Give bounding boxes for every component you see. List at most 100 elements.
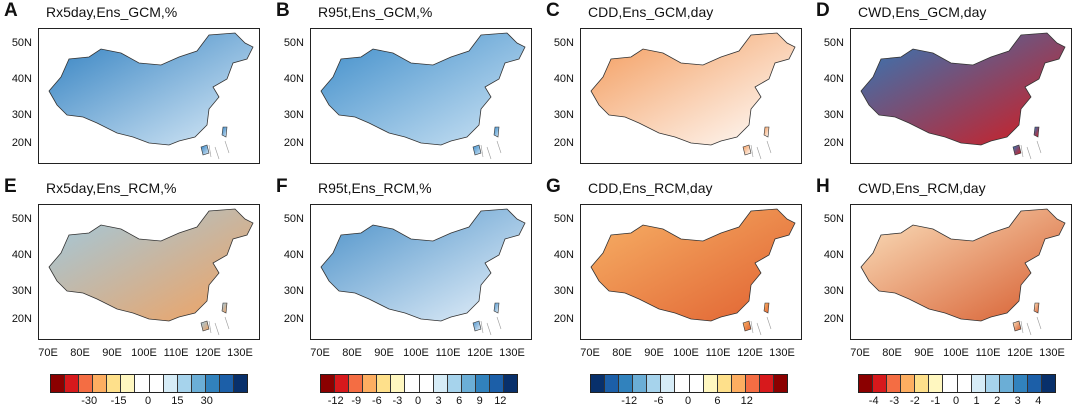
colorbar-swatch: [957, 375, 972, 392]
colorbar-swatch: [234, 375, 248, 392]
colorbar-tick-label: 15: [171, 395, 184, 407]
colorbar-cdd: [590, 374, 788, 393]
colorbar-swatch: [943, 375, 958, 392]
colorbar-tick-label: 3: [1014, 395, 1021, 407]
colorbar-swatch: [689, 375, 704, 392]
panel-label: D: [816, 0, 830, 21]
colorbar-tick-label: -2: [909, 395, 920, 407]
y-tick-label: 30N: [823, 285, 844, 297]
y-tick-label: 50N: [553, 213, 574, 225]
colorbar-swatch: [1027, 375, 1043, 392]
colorbar-swatch: [419, 375, 434, 392]
x-tick-label: 100E: [943, 347, 969, 359]
x-tick-label: 70E: [38, 347, 58, 359]
x-tick-label: 110E: [705, 347, 731, 359]
x-tick-label: 110E: [163, 347, 189, 359]
panel-title: CWD,Ens_RCM,day: [858, 180, 986, 196]
x-tick-label: 120E: [195, 347, 221, 359]
x-tick-label: 120E: [737, 347, 763, 359]
china-map-icon: [590, 208, 796, 336]
colorbar-tick-label: 6: [714, 395, 721, 407]
colorbar-swatch: [121, 375, 136, 392]
colorbar-tick-label: -6: [371, 395, 382, 407]
x-tick-label: 90E: [914, 347, 934, 359]
y-tick-label: 20N: [11, 137, 32, 149]
colorbar-swatch: [363, 375, 378, 392]
colorbar-swatch: [93, 375, 108, 392]
map-panel-d: D CWD,Ens_GCM,day 50N 40N 30N 20N: [812, 0, 1072, 177]
y-tick-label: 40N: [823, 73, 844, 85]
map-panel-f: F R95t,Ens_RCM,% 50N 40N 30N 20N: [272, 176, 540, 353]
x-tick-label: 100E: [131, 347, 157, 359]
colorbar-swatch: [391, 375, 406, 392]
y-tick-label: 30N: [553, 285, 574, 297]
colorbar-tick-label: -3: [889, 395, 900, 407]
colorbar-swatch: [489, 375, 505, 392]
panel-title: CDD,Ens_GCM,day: [588, 4, 714, 20]
y-tick-label: 50N: [283, 37, 304, 49]
map-frame: [38, 28, 260, 164]
colorbar-swatch: [335, 375, 350, 392]
x-tick-label: 80E: [882, 347, 902, 359]
colorbar-swatch: [774, 375, 788, 392]
colorbar-tick-label: -12: [621, 395, 638, 407]
colorbar-labels: -30 -15 0 15 30: [50, 395, 246, 409]
y-tick-label: 30N: [823, 109, 844, 121]
colorbar-swatch: [915, 375, 930, 392]
colorbar-swatch: [219, 375, 235, 392]
x-tick-label: 100E: [403, 347, 429, 359]
colorbar-swatch: [447, 375, 462, 392]
colorbar-swatch: [405, 375, 420, 392]
panel-label: C: [546, 0, 560, 21]
x-tick-label: 130E: [769, 347, 795, 359]
colorbar-tick-label: 30: [200, 395, 213, 407]
y-tick-label: 20N: [553, 313, 574, 325]
china-map-icon: [320, 32, 526, 160]
y-tick-label: 50N: [11, 37, 32, 49]
y-tick-label: 50N: [11, 213, 32, 225]
china-map-icon: [590, 32, 796, 160]
x-tick-label: 120E: [467, 347, 493, 359]
colorbar-tick-label: 0: [684, 395, 692, 407]
colorbar-swatch: [619, 375, 634, 392]
colorbar-swatch: [591, 375, 606, 392]
x-tick-label: 90E: [644, 347, 664, 359]
colorbar-tick-label: -3: [392, 395, 403, 407]
colorbar-tick-label: 0: [414, 395, 422, 407]
china-map-icon: [320, 208, 526, 336]
x-tick-label: 120E: [1007, 347, 1033, 359]
colorbar-tick-label: -12: [327, 395, 344, 407]
colorbar-swatch: [605, 375, 620, 392]
y-tick-label: 30N: [11, 109, 32, 121]
colorbar-tick-label: 0: [144, 395, 152, 407]
map-panel-e: E Rx5day,Ens_RCM,% 50N 40N 30N 20N: [0, 176, 268, 353]
colorbar-swatch: [675, 375, 690, 392]
y-tick-label: 40N: [283, 249, 304, 261]
colorbar-tick-label: -15: [110, 395, 127, 407]
colorbar-tick-label: 6: [456, 395, 463, 407]
colorbar-swatch: [349, 375, 364, 392]
x-tick-label: 70E: [310, 347, 330, 359]
colorbar-tick-label: -4: [868, 395, 879, 407]
map-frame: [580, 28, 802, 164]
map-frame: [580, 204, 802, 340]
x-tick-label: 70E: [580, 347, 600, 359]
colorbar-swatch: [51, 375, 66, 392]
y-tick-label: 40N: [823, 249, 844, 261]
panel-label: B: [276, 0, 290, 21]
colorbar-swatch: [999, 375, 1014, 392]
china-map-icon: [48, 208, 254, 336]
colorbar-swatch: [759, 375, 775, 392]
y-tick-label: 20N: [283, 313, 304, 325]
colorbar-swatch: [149, 375, 164, 392]
panel-title: R95t,Ens_GCM,%: [318, 4, 433, 20]
x-tick-label: 110E: [435, 347, 461, 359]
china-map-icon: [860, 32, 1066, 160]
colorbar-swatch: [1042, 375, 1056, 392]
map-frame: [310, 204, 532, 340]
y-tick-label: 30N: [283, 285, 304, 297]
colorbar-labels: -12 -9 -6 -3 0 3 6 9 12: [320, 395, 516, 409]
x-tick-label: 80E: [612, 347, 632, 359]
y-tick-label: 20N: [823, 137, 844, 149]
colorbar-swatch: [433, 375, 448, 392]
